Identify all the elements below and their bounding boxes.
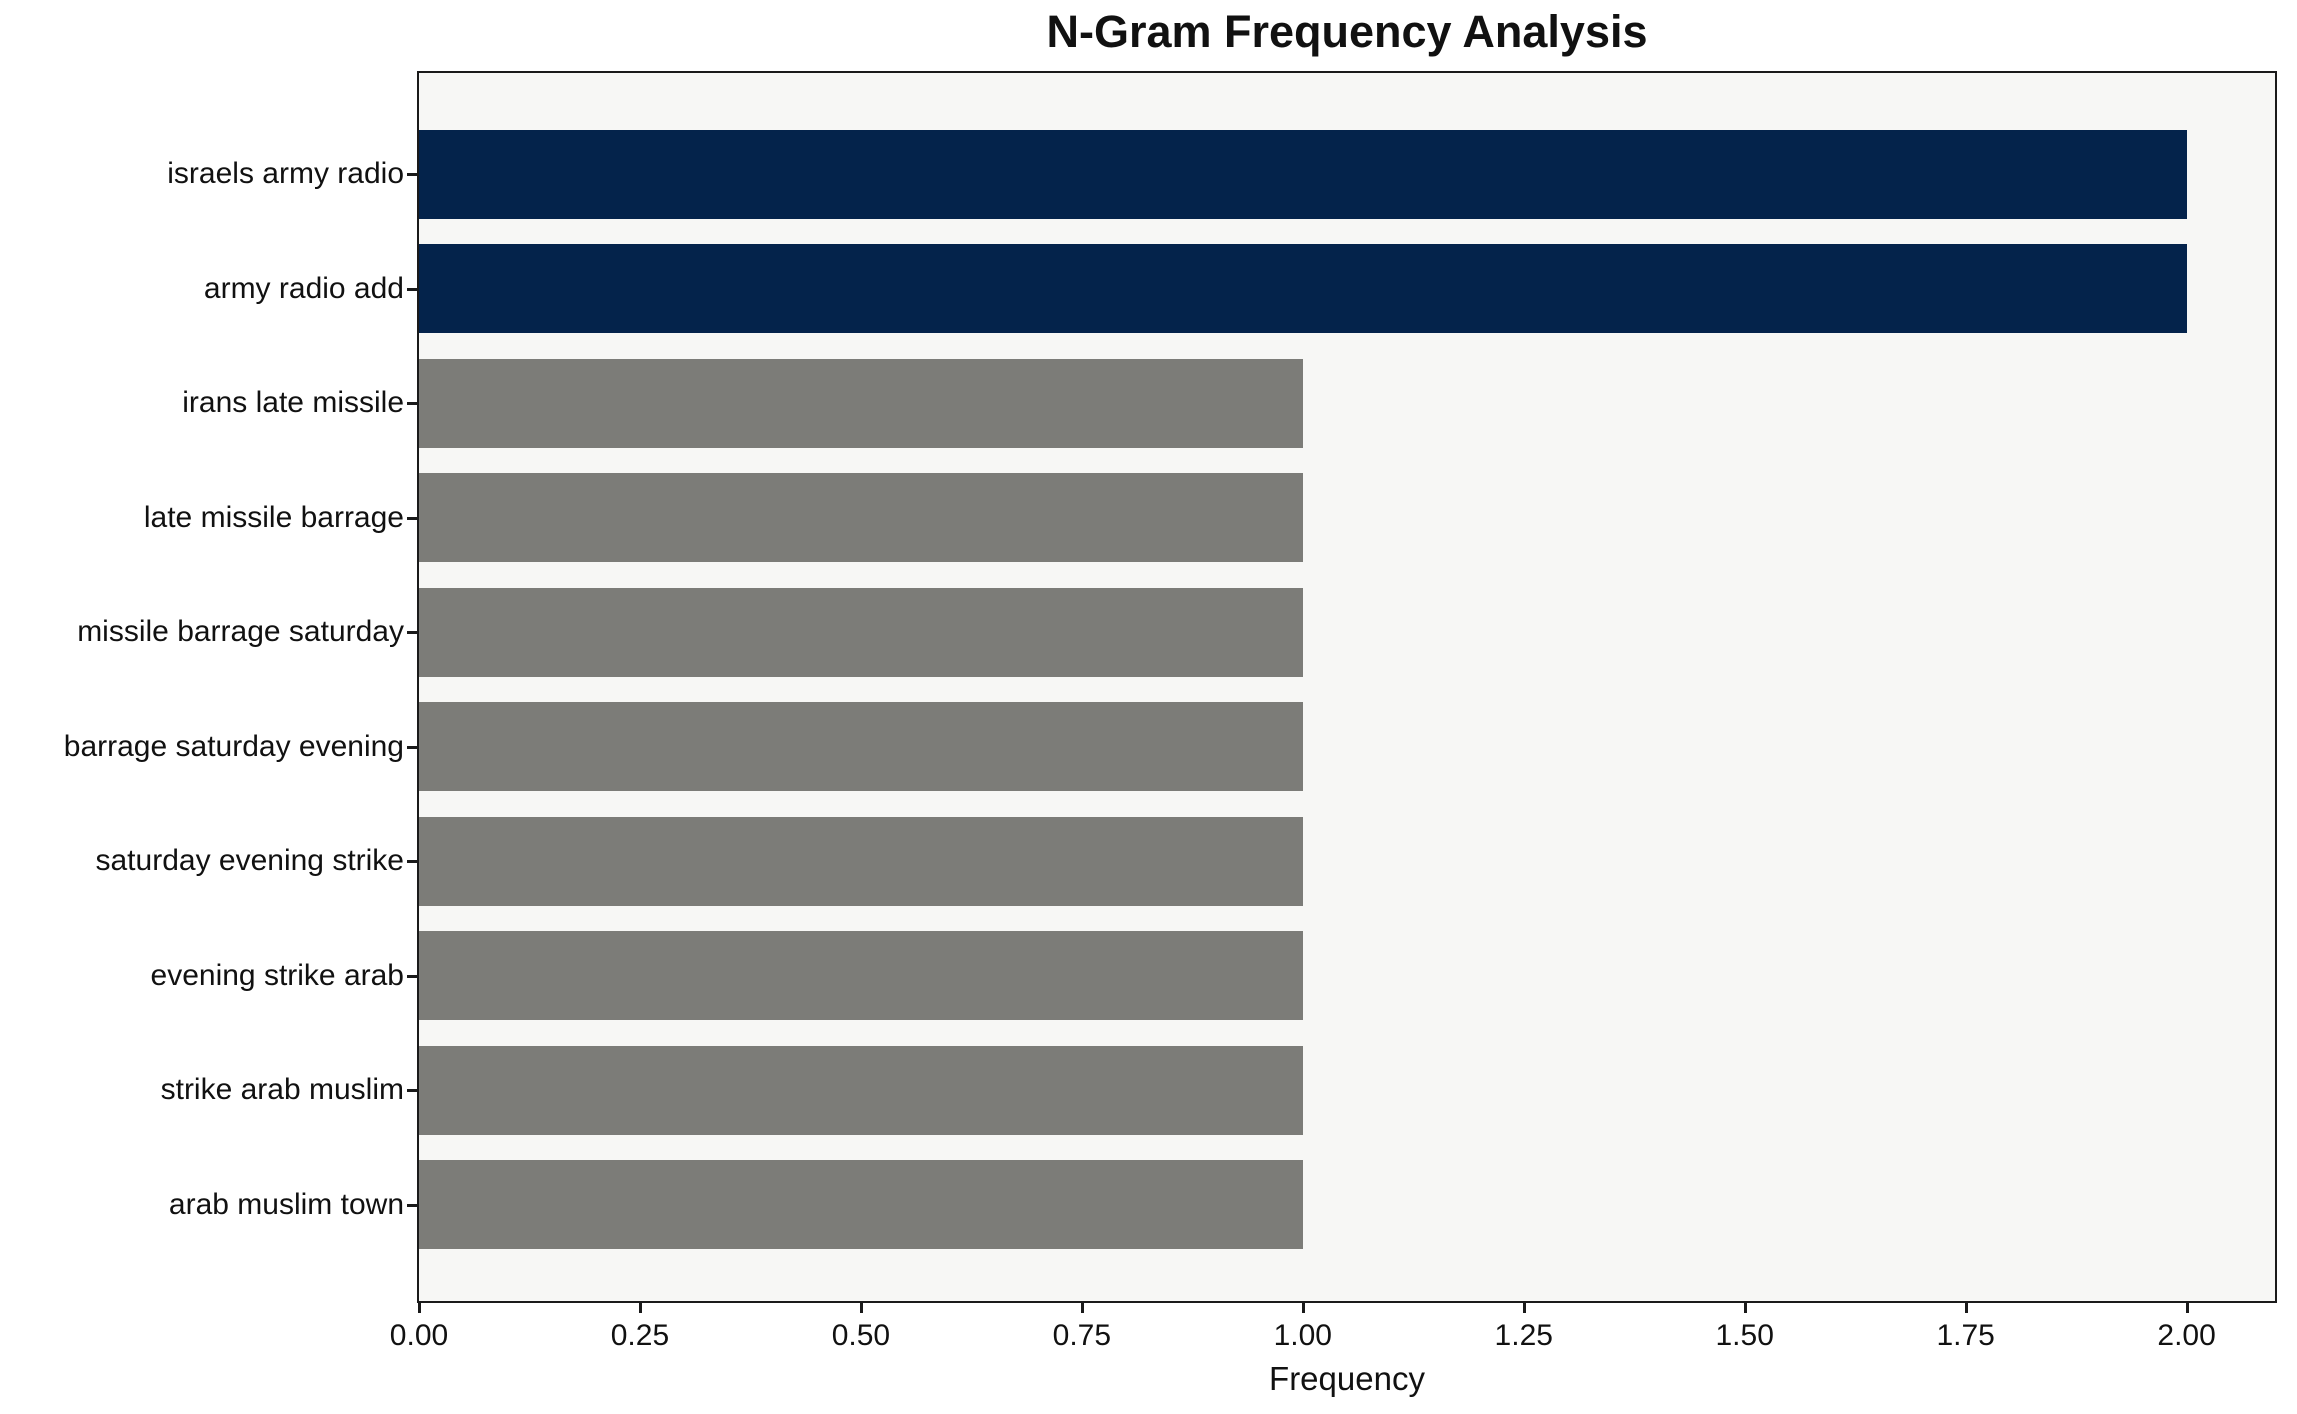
bar xyxy=(419,1045,1303,1135)
x-tick-label: 1.25 xyxy=(1494,1319,1553,1352)
y-tick-mark xyxy=(407,974,417,978)
bar xyxy=(419,244,2187,333)
x-tick-mark xyxy=(638,1303,642,1313)
y-tick-label: israels army radio xyxy=(167,157,404,190)
x-tick-mark xyxy=(1743,1303,1747,1313)
y-tick-mark xyxy=(407,631,417,634)
y-tick-mark xyxy=(407,1203,417,1207)
x-axis-title: Frequency xyxy=(1269,1360,1425,1397)
x-tick-mark xyxy=(1964,1303,1968,1313)
chart-title: N-Gram Frequency Analysis xyxy=(1046,6,1648,57)
y-tick-label: irans late missile xyxy=(182,386,404,419)
bar xyxy=(419,129,2187,219)
x-tick-mark xyxy=(859,1303,863,1313)
y-tick-mark xyxy=(407,745,417,749)
y-tick-label: strike arab muslim xyxy=(160,1073,404,1106)
y-tick-mark xyxy=(407,516,417,520)
y-tick-mark xyxy=(407,1089,417,1092)
bar xyxy=(419,1160,1303,1249)
y-tick-label: arab muslim town xyxy=(168,1187,404,1221)
x-tick-mark xyxy=(1301,1303,1305,1313)
bar xyxy=(419,358,1303,448)
y-tick-label: missile barrage saturday xyxy=(77,615,404,648)
x-tick-label: 2.00 xyxy=(2157,1319,2216,1352)
y-tick-label: barrage saturday evening xyxy=(63,729,404,763)
y-tick-mark xyxy=(407,287,417,291)
y-tick-mark xyxy=(407,860,417,863)
bar xyxy=(419,587,1303,677)
x-tick-mark xyxy=(1080,1303,1084,1313)
x-tick-label: 0.50 xyxy=(831,1319,891,1352)
bar xyxy=(419,931,1303,1020)
y-tick-label: saturday evening strike xyxy=(95,844,405,877)
x-tick-mark xyxy=(418,1303,421,1313)
x-tick-label: 1.75 xyxy=(1936,1319,1995,1352)
y-tick-mark xyxy=(407,402,417,405)
x-tick-label: 1.00 xyxy=(1273,1319,1332,1352)
x-tick-mark xyxy=(1522,1303,1526,1313)
bar xyxy=(419,473,1303,562)
x-tick-mark xyxy=(2185,1303,2189,1313)
bar xyxy=(419,702,1303,791)
y-tick-label: evening strike arab xyxy=(150,958,404,992)
y-tick-mark xyxy=(407,173,417,176)
x-tick-label: 0.75 xyxy=(1052,1319,1112,1352)
plot-area xyxy=(417,71,2277,1303)
y-tick-label: army radio add xyxy=(203,271,404,305)
x-tick-label: 0.00 xyxy=(389,1319,449,1352)
x-tick-label: 1.50 xyxy=(1715,1319,1774,1352)
bar xyxy=(419,816,1303,906)
x-tick-label: 0.25 xyxy=(610,1319,670,1352)
y-tick-label: late missile barrage xyxy=(143,500,404,534)
